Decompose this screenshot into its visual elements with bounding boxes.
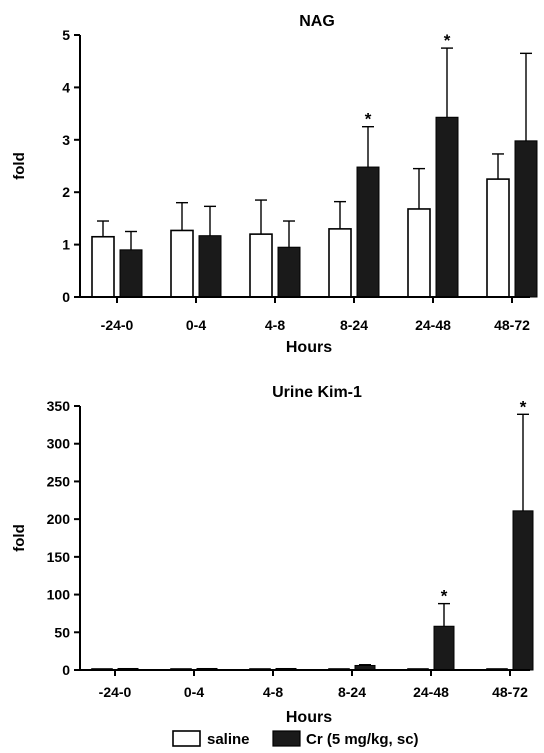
significance-marker: * xyxy=(444,31,451,50)
y-tick-label: 3 xyxy=(62,132,70,148)
bar-saline-0 xyxy=(91,235,115,298)
x-tick-label: 8-24 xyxy=(340,317,368,333)
bar-saline-2 xyxy=(249,233,273,298)
legend-swatch-cr xyxy=(272,730,301,747)
x-axis-label: Hours xyxy=(286,709,332,726)
y-tick-label: 250 xyxy=(47,473,71,489)
legend: saline Cr (5 mg/kg, sc) xyxy=(172,730,419,748)
bar-cr-1 xyxy=(198,235,222,298)
bar-cr-3 xyxy=(356,166,380,298)
nag-chart: NAG 0 1 2 3 4 5 fold -24-0 0-4 4-8 * 8-24 * 24-48 48-72… xyxy=(11,13,538,356)
significance-marker: * xyxy=(520,397,527,416)
y-tick-label: 1 xyxy=(62,237,70,253)
x-tick-label: -24-0 xyxy=(99,684,132,700)
y-tick-label: 0 xyxy=(62,662,70,678)
y-tick-label: 100 xyxy=(47,587,71,603)
x-tick-label: 0-4 xyxy=(186,317,206,333)
chart-title: Urine Kim-1 xyxy=(272,384,362,401)
bar-cr-5 xyxy=(512,510,534,671)
y-tick-label: 200 xyxy=(47,511,71,527)
bar-cr-4 xyxy=(433,625,455,671)
y-tick-label: 5 xyxy=(62,27,70,43)
y-tick-label: 300 xyxy=(47,436,71,452)
bar-cr-5 xyxy=(514,140,538,298)
bar-saline-3 xyxy=(328,228,352,298)
x-tick-label: 0-4 xyxy=(184,684,204,700)
x-tick-label: 48-72 xyxy=(494,317,530,333)
y-tick-label: 150 xyxy=(47,549,71,565)
bar-cr-4 xyxy=(435,116,459,298)
y-tick-label: 4 xyxy=(62,79,70,95)
bar-saline-4 xyxy=(407,208,431,298)
x-axis-label: Hours xyxy=(286,339,332,356)
x-tick-label: 4-8 xyxy=(263,684,283,700)
y-tick-label: 50 xyxy=(54,624,70,640)
y-axis-label: fold xyxy=(11,524,28,552)
bar-cr-2 xyxy=(277,246,301,298)
bar-cr-0 xyxy=(119,249,143,298)
bar-saline-1 xyxy=(170,229,194,298)
legend-swatch-saline xyxy=(172,730,201,747)
chart-title: NAG xyxy=(299,13,335,30)
y-tick-label: 2 xyxy=(62,184,70,200)
x-tick-label: 24-48 xyxy=(413,684,449,700)
y-tick-label: 0 xyxy=(62,289,70,305)
x-tick-label: -24-0 xyxy=(101,317,134,333)
y-axis-label: fold xyxy=(11,152,28,180)
y-tick-label: 350 xyxy=(47,398,71,414)
legend-label-saline: saline xyxy=(207,731,250,748)
kim1-chart: Urine Kim-1 0 50 100 150 200 250 300 350 fold -24-… xyxy=(11,384,534,726)
bar-saline-5 xyxy=(486,178,510,298)
x-tick-label: 48-72 xyxy=(492,684,528,700)
legend-label-cr: Cr (5 mg/kg, sc) xyxy=(306,731,419,748)
significance-marker: * xyxy=(365,110,372,129)
x-tick-label: 24-48 xyxy=(415,317,451,333)
significance-marker: * xyxy=(441,587,448,606)
x-tick-label: 4-8 xyxy=(265,317,285,333)
x-tick-label: 8-24 xyxy=(338,684,366,700)
